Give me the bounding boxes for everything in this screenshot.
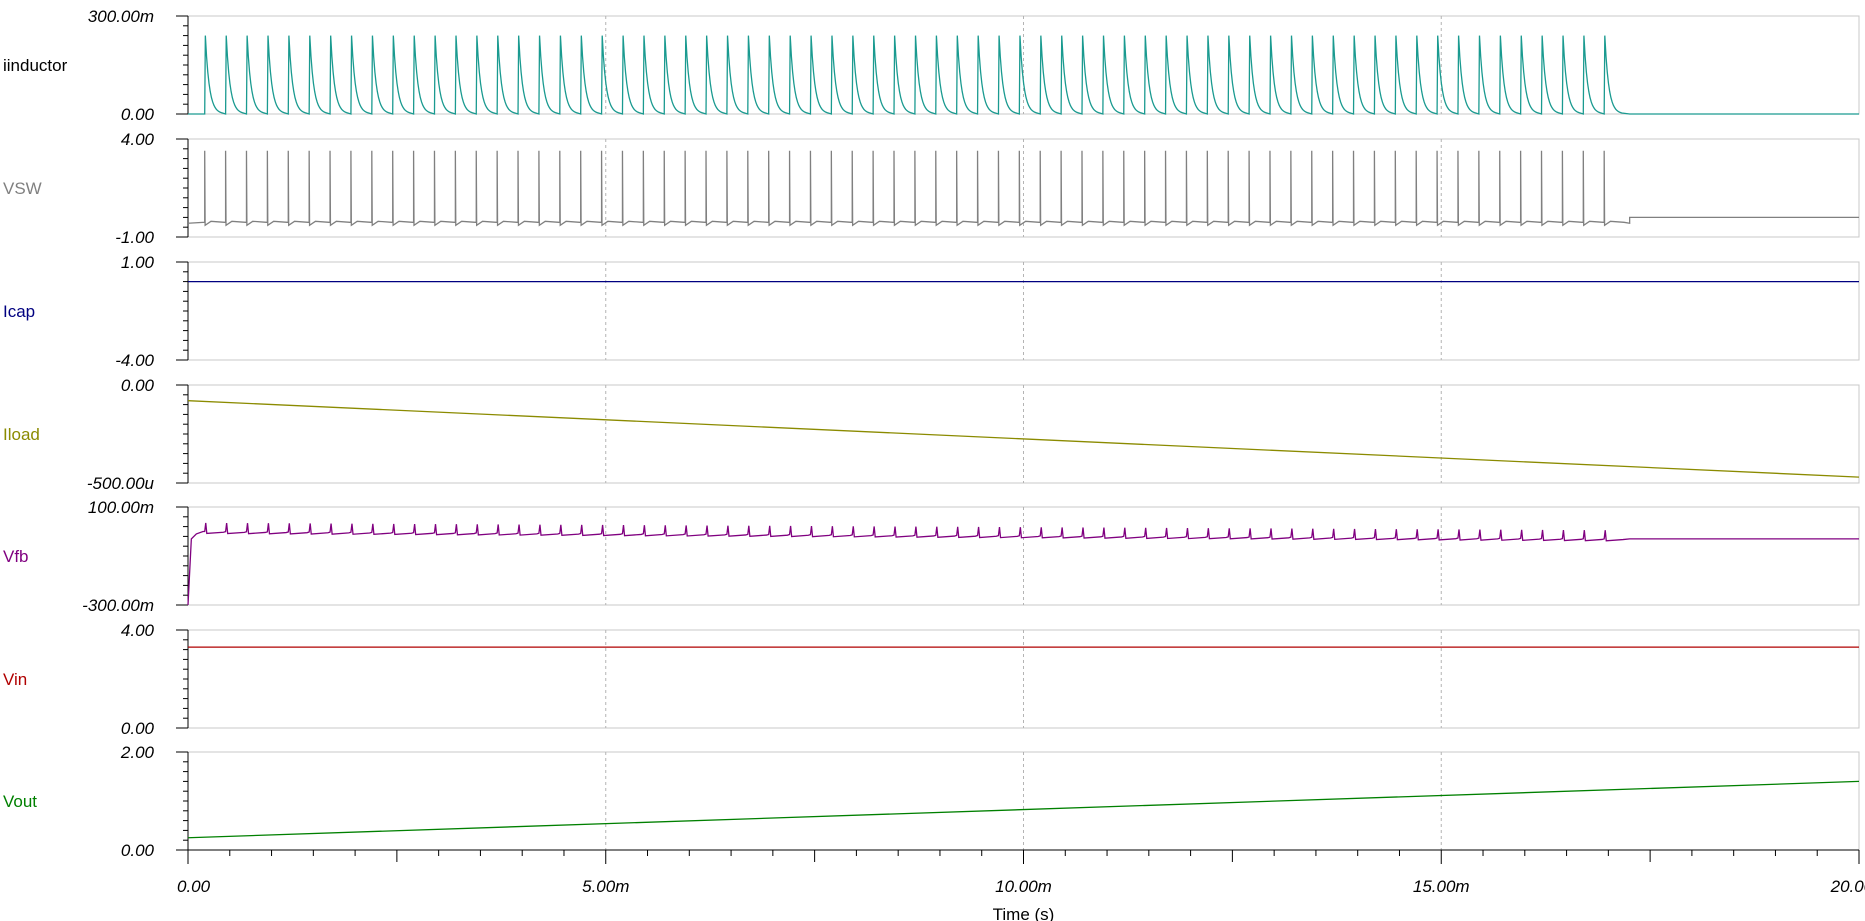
series-label-vout: Vout <box>3 792 37 811</box>
series-label-vin: Vin <box>3 670 27 689</box>
y-tick-label-bottom: 0.00 <box>121 719 155 738</box>
y-tick-label-top: 300.00m <box>88 7 154 26</box>
panel-iinductor: 300.00m 0.00 iinductor <box>3 7 1860 124</box>
y-tick-label-bottom: -4.00 <box>115 351 154 370</box>
series-label-iinductor: iinductor <box>3 56 68 75</box>
x-tick-label: 15.00m <box>1413 877 1470 896</box>
y-tick-label-top: 2.00 <box>120 743 155 762</box>
y-tick-label-top: 100.00m <box>88 498 154 517</box>
x-axis-label: Time (s) <box>993 905 1055 921</box>
y-tick-label-bottom: -300.00m <box>82 596 154 615</box>
trace-vfb <box>187 522 1859 606</box>
x-tick-label: 5.00m <box>582 877 629 896</box>
panels: 300.00m 0.00 iinductor 4.00 -1.00 VSW 1.00 -4.0… <box>3 7 1860 860</box>
series-label-vsw: VSW <box>3 179 42 198</box>
series-label-vfb: Vfb <box>3 547 29 566</box>
y-tick-label-top: 4.00 <box>121 621 155 640</box>
series-label-iload: Iload <box>3 425 40 444</box>
panel-iload: 0.00 -500.00u Iload <box>3 376 1860 493</box>
x-tick-label: 20.00m <box>1830 877 1865 896</box>
panel-icap: 1.00 -4.00 Icap <box>3 253 1860 370</box>
y-tick-label-bottom: 0.00 <box>121 105 155 124</box>
y-tick-label-bottom: -500.00u <box>87 474 155 493</box>
y-tick-label-bottom: -1.00 <box>115 228 154 247</box>
panel-vfb: 100.00m -300.00m Vfb <box>3 498 1860 615</box>
trace-vsw <box>187 150 1859 227</box>
y-tick-label-bottom: 0.00 <box>121 841 155 860</box>
y-tick-label-top: 0.00 <box>121 376 155 395</box>
y-tick-label-top: 1.00 <box>121 253 155 272</box>
panel-vin: 4.00 0.00 Vin <box>3 621 1860 738</box>
panel-vsw: 4.00 -1.00 VSW <box>3 130 1860 247</box>
trace-iload <box>187 400 1860 478</box>
y-tick-label-top: 4.00 <box>121 130 155 149</box>
panel-vout: 2.00 0.00 Vout <box>3 743 1860 860</box>
trace-vout <box>187 780 1860 839</box>
series-label-icap: Icap <box>3 302 35 321</box>
x-tick-label: 10.00m <box>995 877 1052 896</box>
x-axis: 0.00 5.00m 10.00m 15.00m 20.00m Time (s) <box>177 849 1865 921</box>
trace-iinductor <box>188 35 1859 115</box>
x-tick-label: 0.00 <box>177 877 211 896</box>
